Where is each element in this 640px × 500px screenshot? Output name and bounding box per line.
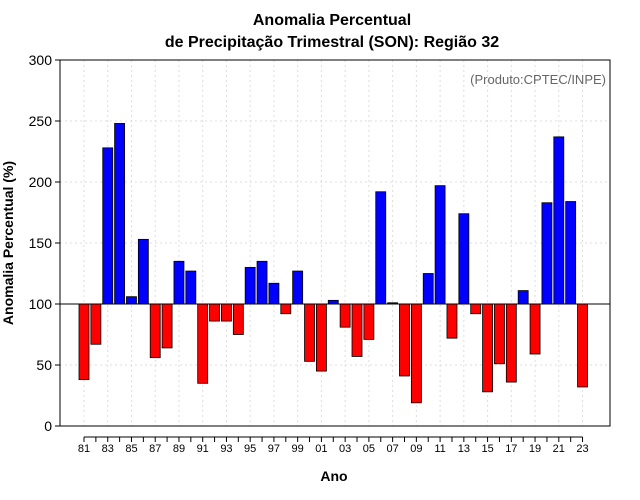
x-tick-label-91: 91 xyxy=(197,443,209,455)
bar-09 xyxy=(410,303,422,404)
bar-87 xyxy=(149,303,161,359)
bar-98 xyxy=(280,303,292,315)
x-tick-label-99: 99 xyxy=(292,443,304,455)
x-tick-label-05: 05 xyxy=(363,443,375,455)
bar-11 xyxy=(434,185,446,305)
bar-90 xyxy=(185,270,197,305)
x-tick-label-81: 81 xyxy=(78,443,90,455)
x-tick-label-87: 87 xyxy=(149,443,161,455)
y-tick-label-150: 150 xyxy=(29,235,53,251)
x-tick-label-19: 19 xyxy=(529,443,541,455)
x-tick-label-97: 97 xyxy=(268,443,280,455)
x-tick-label-15: 15 xyxy=(481,443,493,455)
bar-17 xyxy=(505,303,517,383)
bar-12 xyxy=(446,303,458,339)
credit-text: (Produto:CPTEC/INPE) xyxy=(470,72,606,87)
bar-16 xyxy=(494,303,505,365)
bar-88 xyxy=(161,303,173,349)
x-axis-title: Ano xyxy=(320,468,347,484)
y-tick-label-0: 0 xyxy=(44,418,52,434)
bar-82 xyxy=(90,303,102,345)
x-tick-label-95: 95 xyxy=(244,443,256,455)
bar-06 xyxy=(375,191,387,305)
bar-08 xyxy=(399,303,410,377)
bar-92 xyxy=(209,303,220,322)
y-tick-label-200: 200 xyxy=(29,174,53,190)
y-axis: 0 50 100 150 200 250 300 xyxy=(29,52,60,434)
bar-96 xyxy=(256,260,268,305)
bar-14 xyxy=(470,303,482,315)
chart-title-line-2: de Precipitação Trimestral (SON): Região… xyxy=(165,34,499,51)
bar-13 xyxy=(458,213,470,305)
chart-title-line-1: Anomalia Percentual xyxy=(253,12,411,29)
x-axis: 81 83 85 87 89 91 93 95 97 99 01 03 05 07 09 11 13 15 17 19… xyxy=(78,436,589,455)
bar-19 xyxy=(529,303,541,355)
bar-15 xyxy=(482,303,493,393)
x-tick-label-23: 23 xyxy=(576,443,588,455)
bar-91 xyxy=(197,303,209,384)
y-tick-label-100: 100 xyxy=(29,296,53,312)
x-tick-label-89: 89 xyxy=(173,443,185,455)
y-axis-title: Anomalia Percentual (%) xyxy=(0,161,16,325)
x-tick-label-13: 13 xyxy=(458,443,470,455)
bar-95 xyxy=(244,266,256,305)
bar-86 xyxy=(137,238,149,305)
x-tick-label-93: 93 xyxy=(220,443,232,455)
bar-05 xyxy=(363,303,375,340)
bar-89 xyxy=(173,260,185,305)
x-tick-label-11: 11 xyxy=(434,443,445,455)
bar-00 xyxy=(304,303,315,362)
bar-97 xyxy=(268,282,280,305)
y-tick-label-300: 300 xyxy=(29,52,53,68)
bar-84 xyxy=(114,123,126,305)
x-tick-label-03: 03 xyxy=(339,443,351,455)
bar-93 xyxy=(221,303,232,322)
x-tick-label-09: 09 xyxy=(410,443,422,455)
bar-01 xyxy=(315,303,327,372)
bar-94 xyxy=(232,303,244,335)
bar-10 xyxy=(422,273,434,305)
bar-85 xyxy=(126,296,137,305)
y-tick-label-250: 250 xyxy=(29,113,53,129)
bar-83 xyxy=(102,147,114,305)
x-tick-label-17: 17 xyxy=(505,443,517,455)
x-tick-label-83: 83 xyxy=(102,443,114,455)
bar-81 xyxy=(78,303,90,381)
bar-02 xyxy=(327,299,339,305)
bar-03 xyxy=(339,303,351,328)
x-tick-label-01: 01 xyxy=(315,443,327,455)
y-tick-label-50: 50 xyxy=(36,357,52,373)
bar-99 xyxy=(292,270,304,305)
bar-20 xyxy=(541,202,553,305)
bar-22 xyxy=(565,201,577,305)
bar-21 xyxy=(553,136,565,305)
bar-18 xyxy=(517,290,529,305)
bar-23 xyxy=(577,303,588,388)
grid-lines xyxy=(60,60,610,426)
x-tick-label-07: 07 xyxy=(386,443,398,455)
x-tick-label-21: 21 xyxy=(553,443,565,455)
x-tick-label-85: 85 xyxy=(125,443,137,455)
bar-04 xyxy=(351,303,363,357)
